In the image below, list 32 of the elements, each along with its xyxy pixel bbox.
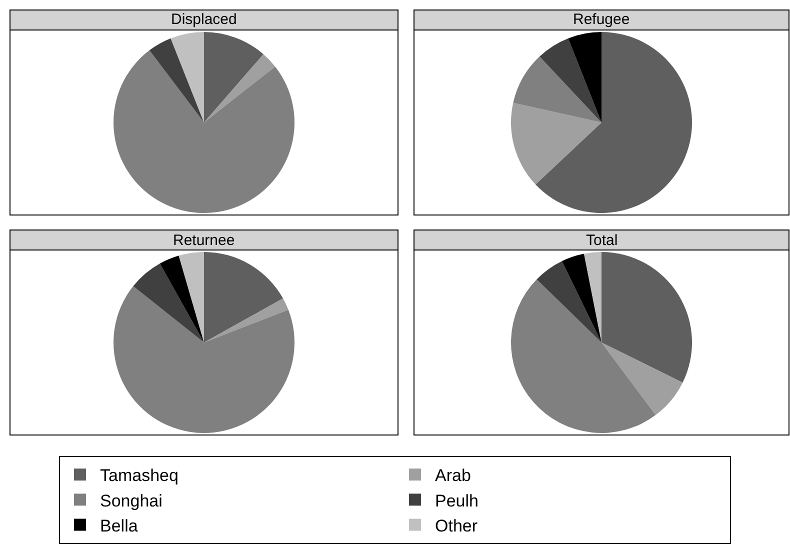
pie-slice — [511, 279, 656, 433]
pie-slice — [568, 32, 602, 122]
legend-label: Bella — [100, 516, 138, 536]
chart-title: Returnee — [173, 232, 235, 249]
pie-slice — [170, 32, 204, 122]
pie-slice — [204, 252, 284, 342]
pie-slice — [602, 252, 692, 383]
pie-slice — [149, 38, 204, 122]
legend-label: Arab — [435, 466, 471, 486]
pie-slice — [540, 38, 602, 122]
chart-title: Refugee — [573, 11, 630, 28]
pie-slice — [133, 263, 204, 342]
chart-title: Displaced — [171, 11, 237, 28]
pie-slice — [562, 254, 602, 342]
legend-label: Tamasheq — [100, 466, 178, 486]
chart-title: Total — [586, 232, 618, 249]
pie-slice — [114, 50, 294, 213]
pie-slice — [511, 102, 602, 184]
legend-label: Other — [435, 516, 478, 536]
pie-slice — [536, 32, 692, 213]
pie-slice — [584, 252, 602, 342]
pie-slice — [513, 56, 602, 122]
pie-slice — [160, 256, 204, 342]
pie-slice — [114, 286, 294, 433]
pie-slice — [602, 342, 683, 416]
pie-slice — [204, 54, 276, 122]
legend-label: Peulh — [435, 491, 478, 510]
legend-label: Songhai — [100, 491, 162, 510]
pie-slice — [536, 261, 602, 342]
pie-slice — [204, 32, 264, 122]
pie-slice — [178, 252, 204, 342]
pie-slice — [204, 298, 288, 342]
